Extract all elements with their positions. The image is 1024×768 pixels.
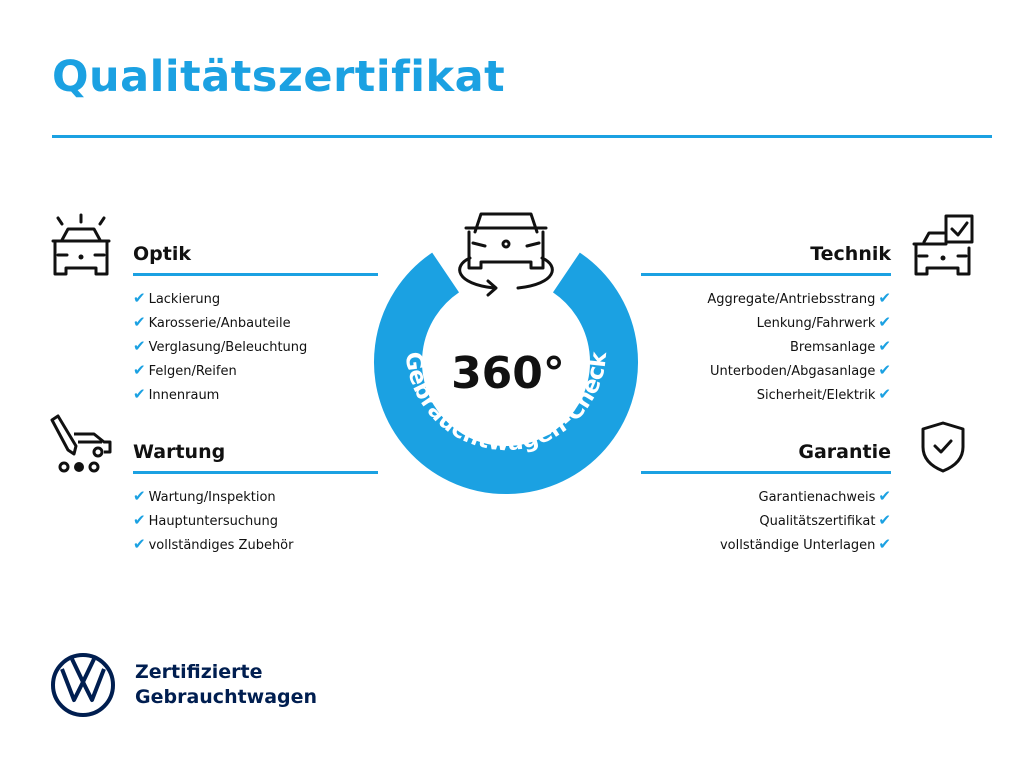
list-item: ✔ Hauptuntersuchung — [133, 511, 278, 529]
list-item: Bremsanlage ✔ — [789, 337, 891, 355]
section-title: Technik — [641, 243, 891, 276]
list-item: ✔ Innenraum — [133, 385, 220, 403]
check-icon: ✔ — [878, 385, 891, 403]
car-lights-icon — [51, 213, 111, 276]
car-rotate-icon — [458, 212, 554, 297]
check-icon: ✔ — [878, 361, 891, 379]
check-icon: ✔ — [133, 511, 146, 529]
list-item: ✔ Lackierung — [133, 289, 221, 307]
check-icon: ✔ — [878, 337, 891, 355]
list-item: Aggregate/Antriebsstrang ✔ — [707, 289, 891, 307]
check-icon: ✔ — [133, 535, 146, 553]
shield-check-icon — [921, 421, 965, 473]
title-divider — [52, 135, 992, 138]
list-item: ✔ Felgen/Reifen — [133, 361, 237, 379]
section-garantie: Garantie Garantienachweis ✔ Qualitätszert… — [641, 441, 891, 556]
section-wartung: Wartung ✔ Wartung/Inspektion ✔ Hauptunters… — [133, 441, 378, 556]
car-checklist-icon — [912, 214, 974, 276]
vw-logo — [51, 653, 115, 717]
check-icon: ✔ — [133, 361, 146, 379]
list-item: Lenkung/Fahrwerk ✔ — [756, 313, 891, 331]
360-label: 360° — [451, 348, 565, 399]
page-title: Qualitätszertifikat — [52, 52, 506, 102]
section-optik: Optik ✔ Lackierung ✔ Karosserie/Anbauteile… — [133, 243, 378, 406]
list-item: Unterboden/Abgasanlage ✔ — [709, 361, 891, 379]
brand-text: Zertifizierte Gebrauchtwagen — [135, 661, 318, 708]
check-icon: ✔ — [133, 337, 146, 355]
list-item: ✔ vollständiges Zubehör — [133, 535, 294, 553]
list-item: Garantienachweis ✔ — [758, 487, 891, 505]
list-item: ✔ Wartung/Inspektion — [133, 487, 276, 505]
list-item: Qualitätszertifikat ✔ — [759, 511, 891, 529]
section-title: Optik — [133, 243, 378, 276]
list-item: ✔ Verglasung/Beleuchtung — [133, 337, 308, 355]
section-title: Garantie — [641, 441, 891, 474]
check-icon: ✔ — [133, 487, 146, 505]
check-icon: ✔ — [133, 385, 146, 403]
check-icon: ✔ — [133, 313, 146, 331]
list-item: vollständige Unterlagen ✔ — [719, 535, 891, 553]
ring — [374, 252, 638, 495]
check-icon: ✔ — [878, 313, 891, 331]
check-icon: ✔ — [133, 289, 146, 307]
check-icon: ✔ — [878, 487, 891, 505]
section-title: Wartung — [133, 441, 378, 474]
list-item: ✔ Karosserie/Anbauteile — [133, 313, 291, 331]
check-icon: ✔ — [878, 289, 891, 307]
check-icon: ✔ — [878, 511, 891, 529]
section-technik: Technik Aggregate/Antriebsstrang ✔ Lenkun… — [641, 243, 891, 406]
list-item: Sicherheit/Elektrik ✔ — [756, 385, 891, 403]
check-icon: ✔ — [878, 535, 891, 553]
service-car-icon — [50, 414, 112, 473]
